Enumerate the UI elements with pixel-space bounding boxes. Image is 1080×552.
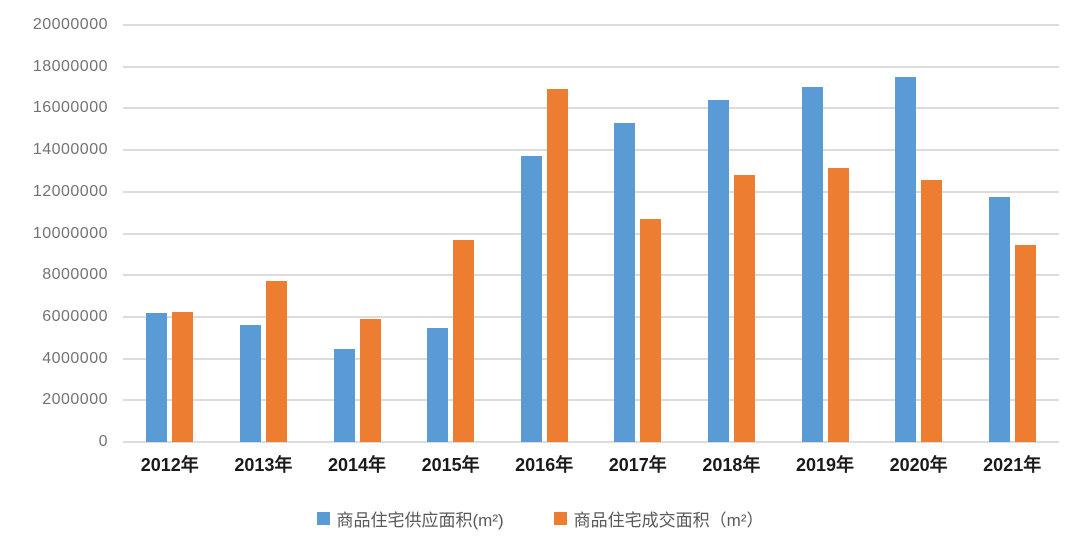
supply-bar-2021 bbox=[988, 197, 1010, 442]
x-axis-tick-label: 2013年 bbox=[234, 455, 293, 475]
supply-bar-2012 bbox=[146, 312, 168, 442]
transaction-bar-2019 bbox=[827, 167, 849, 442]
transaction-bar-2021 bbox=[1014, 244, 1036, 442]
supply-bar-2019 bbox=[801, 86, 823, 442]
transaction-bar-2013 bbox=[265, 281, 287, 442]
legend-item: 商品住宅供应面积(m²) bbox=[316, 506, 504, 531]
transaction-bar-2017 bbox=[640, 218, 662, 442]
y-axis-tick-label: 14000000 bbox=[32, 141, 108, 159]
y-axis-tick-label: 12000000 bbox=[32, 182, 108, 200]
supply-bar-2015 bbox=[427, 328, 449, 442]
gridline bbox=[123, 190, 1059, 193]
x-axis-tick-label: 2017年 bbox=[608, 455, 667, 475]
legend-swatch-icon bbox=[553, 512, 567, 525]
supply-bar-2013 bbox=[239, 325, 261, 442]
transaction-bar-2015 bbox=[453, 239, 475, 442]
y-axis-tick-label: 6000000 bbox=[42, 307, 108, 325]
transaction-bar-2020 bbox=[921, 180, 943, 442]
gridline bbox=[123, 315, 1059, 318]
y-axis-tick-label: 4000000 bbox=[42, 349, 108, 367]
gridline bbox=[123, 149, 1059, 152]
y-axis-tick-label: 16000000 bbox=[32, 99, 108, 117]
gridline bbox=[123, 65, 1059, 68]
legend-item: 商品住宅成交面积（m²） bbox=[553, 506, 764, 531]
x-axis-tick-label: 2020年 bbox=[889, 455, 948, 475]
legend: 商品住宅供应面积(m²) 商品住宅成交面积（m²） bbox=[0, 506, 1080, 531]
supply-bar-2017 bbox=[614, 123, 636, 442]
gridline bbox=[123, 399, 1059, 402]
gridline bbox=[123, 274, 1059, 277]
legend-label: 商品住宅供应面积(m²) bbox=[336, 511, 504, 530]
x-axis-tick-label: 2021年 bbox=[983, 455, 1042, 475]
supply-bar-2016 bbox=[520, 156, 542, 442]
supply-bar-2018 bbox=[707, 100, 729, 442]
y-axis-tick-label: 8000000 bbox=[42, 266, 108, 284]
gridline bbox=[123, 107, 1059, 110]
supply-bar-2014 bbox=[333, 349, 355, 442]
x-axis-tick-label: 2018年 bbox=[702, 455, 761, 475]
transaction-bar-2016 bbox=[546, 88, 568, 442]
plot-area bbox=[123, 24, 1059, 443]
transaction-bar-2014 bbox=[359, 319, 381, 442]
y-axis-tick-label: 2000000 bbox=[42, 391, 108, 409]
legend-label: 商品住宅成交面积（m²） bbox=[573, 511, 764, 530]
supply-bar-2020 bbox=[895, 77, 917, 442]
gridline bbox=[123, 357, 1059, 360]
gridline bbox=[123, 24, 1059, 26]
legend-swatch-icon bbox=[316, 512, 330, 525]
x-axis-tick-label: 2015年 bbox=[421, 455, 480, 475]
transaction-bar-2018 bbox=[733, 175, 755, 442]
y-axis-tick-label: 18000000 bbox=[32, 57, 108, 75]
y-axis-tick-label: 0 bbox=[98, 433, 108, 450]
x-axis-tick-label: 2016年 bbox=[515, 455, 574, 475]
x-axis-tick-label: 2019年 bbox=[795, 455, 854, 475]
y-axis-tick-label: 20000000 bbox=[32, 16, 108, 33]
y-axis-tick-label: 10000000 bbox=[32, 224, 108, 242]
gridline bbox=[123, 441, 1059, 443]
transaction-bar-2012 bbox=[172, 311, 194, 442]
gridline bbox=[123, 232, 1059, 235]
x-axis-tick-label: 2012年 bbox=[140, 455, 199, 475]
x-axis-tick-label: 2014年 bbox=[327, 455, 386, 475]
